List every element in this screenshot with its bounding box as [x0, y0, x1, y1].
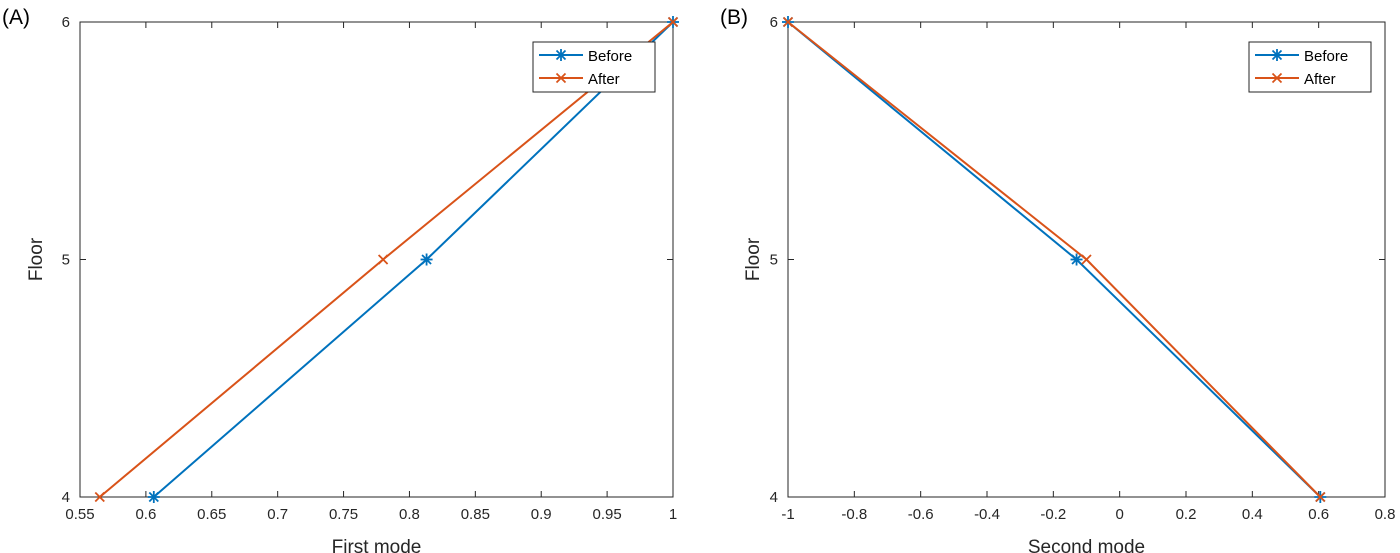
x-tick-label: 0.4: [1242, 506, 1263, 523]
panel-label: (B): [720, 6, 748, 29]
legend: Before After: [532, 41, 656, 93]
x-tick-label: -0.2: [1040, 506, 1066, 523]
x-ticks: -1 -0.8 -0.6 -0.4 -0.2 0 0.2 0.4 0.6 0.8: [781, 22, 1395, 523]
x-ticks: 0.55 0.6 0.65 0.7 0.75 0.8 0.85 0.9 0.95 1: [65, 22, 677, 523]
panel-b: (B) -1 -0.8 -0.6 -0.4 -0.2 0 0.2 0.4 0.6 0.8 456 …: [720, 6, 1395, 553]
panel-a: (A) 0.55 0.6 0.65 0.7 0.75 0.8 0.85 0.9 0.95 1 4 5…: [2, 6, 679, 553]
x-tick-label: 0.95: [593, 506, 622, 523]
x-tick-label: -0.4: [974, 506, 1000, 523]
x-tick-label: 0.85: [461, 506, 490, 523]
data-point-after: [782, 16, 794, 28]
x-tick-label: -1: [781, 506, 794, 523]
y-tick-label: 6: [770, 14, 778, 31]
x-tick-label: -0.6: [908, 506, 934, 523]
legend-label-before: Before: [1304, 48, 1348, 65]
series-layer: [782, 16, 1327, 503]
x-tick-label: -0.8: [841, 506, 867, 523]
legend-marker-before: [555, 49, 567, 61]
legend-label-after: After: [1304, 71, 1336, 88]
y-tick-label: 4: [770, 489, 778, 506]
legend-box: [1248, 41, 1372, 93]
data-point-before: [147, 491, 160, 503]
legend-marker-symbol: [555, 49, 567, 61]
x-tick-label: 0.8: [399, 506, 420, 523]
legend-marker-symbol: [555, 72, 567, 84]
y-axis-title: Floor: [26, 237, 47, 281]
x-tick-label: 0.7: [267, 506, 288, 523]
x-tick-label: 1: [669, 506, 677, 523]
legend-marker-after: [1271, 72, 1283, 84]
data-point-after: [1315, 491, 1326, 503]
y-tick-label: 5: [62, 252, 70, 269]
x-tick-label: 0.65: [197, 506, 226, 523]
legend-box: [532, 41, 656, 93]
series-layer: [94, 16, 679, 503]
data-point-before: [420, 253, 433, 266]
legend-label-after: After: [588, 71, 620, 88]
y-tick-label: 4: [62, 489, 70, 506]
panel-label: (A): [2, 6, 30, 29]
legend-marker-before: [1271, 49, 1283, 61]
legend-marker-symbol: [1271, 49, 1283, 61]
data-point-before: [1070, 253, 1083, 266]
x-tick-label: 0.55: [65, 506, 94, 523]
data-point-after: [377, 254, 389, 265]
y-tick-label: 6: [62, 14, 70, 31]
x-tick-label: 0.6: [1308, 506, 1329, 523]
y-axis-title: Floor: [743, 237, 764, 281]
legend-label-before: Before: [588, 48, 632, 65]
legend: Before After: [1248, 41, 1372, 93]
data-point-after: [94, 491, 105, 503]
x-tick-label: 0.8: [1375, 506, 1396, 523]
legend-marker-symbol: [1271, 72, 1283, 84]
x-axis-title: First mode: [332, 537, 422, 553]
data-point-after: [1081, 254, 1092, 265]
x-tick-label: 0.2: [1176, 506, 1197, 523]
x-axis-title: Second mode: [1028, 537, 1145, 553]
x-tick-label: 0.6: [135, 506, 156, 523]
y-tick-label: 5: [770, 252, 778, 269]
plot-area: [79, 21, 674, 498]
x-tick-label: 0.9: [531, 506, 552, 523]
legend-marker-after: [555, 72, 567, 84]
x-tick-label: 0.75: [329, 506, 358, 523]
x-tick-label: 0: [1115, 506, 1123, 523]
data-point-after: [667, 16, 679, 28]
